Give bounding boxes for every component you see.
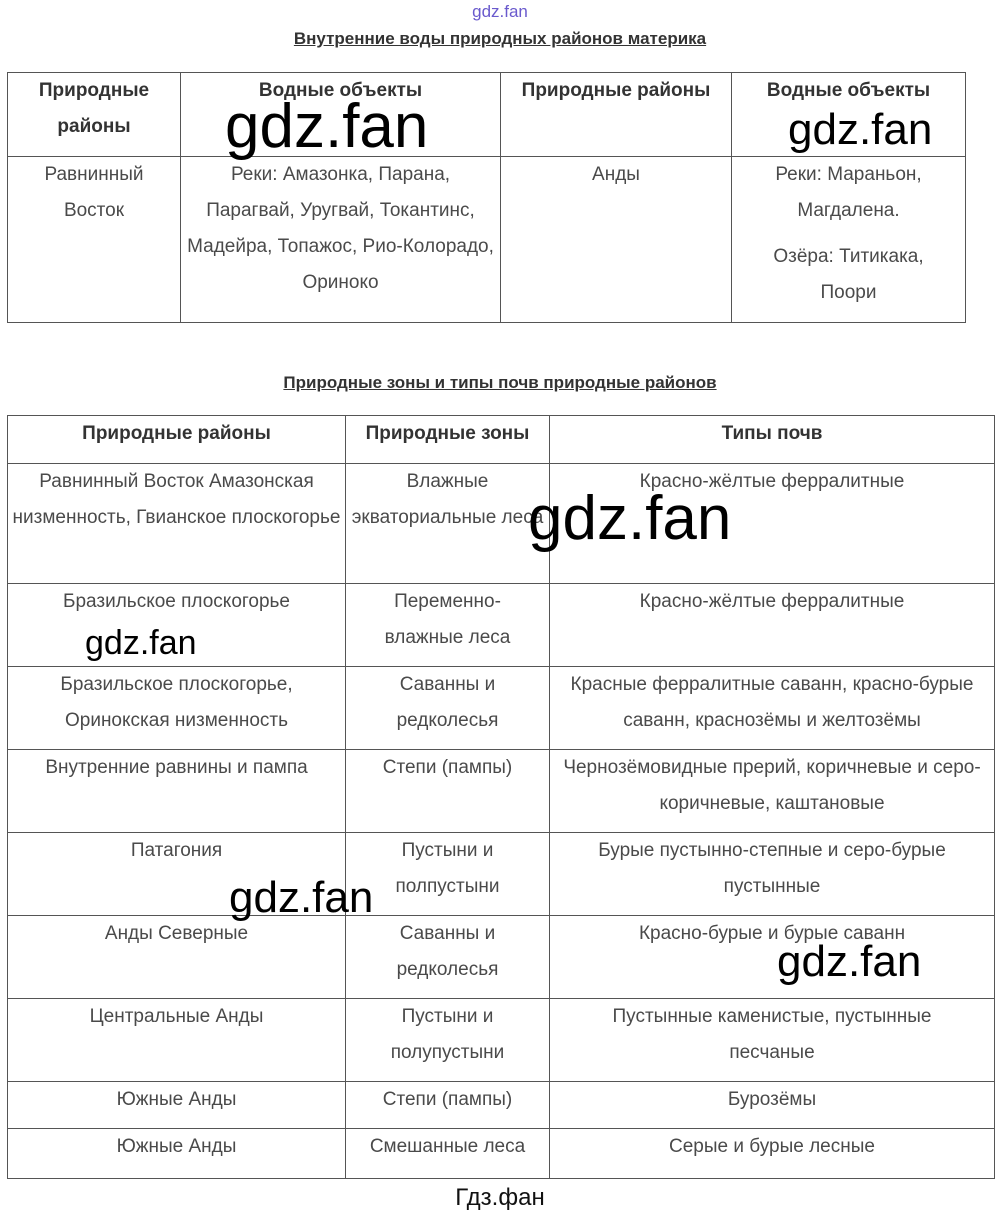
footer: Гдз.фан (455, 1184, 545, 1211)
cell-soil: Красно-жёлтые ферралитные (549, 583, 995, 667)
cell-region: Патагония (7, 832, 346, 916)
cell-soil: Бурозёмы (549, 1081, 995, 1129)
inland-waters-table: Природные районы Водные объекты Природны… (7, 72, 966, 323)
cell-region: Центральные Анды (7, 998, 346, 1082)
zones-soils-table: Природные районы Природные зоны Типы поч… (7, 415, 995, 1179)
cell-zone: Переменно-влажные леса (345, 583, 550, 667)
cell-region: Равнинный Восток Амазонская низменность,… (7, 463, 346, 584)
cell-region-2: Анды (500, 156, 732, 323)
cell-region: Бразильское плоскогорье, Оринокская низм… (7, 666, 346, 750)
cell-zone: Пустыни и полупустыни (345, 998, 550, 1082)
header-regions-2: Природные районы (500, 72, 732, 157)
table-row: Южные Анды Смешанные леса Серые и бурые ле… (7, 1128, 995, 1179)
table-row: Анды Северные Саванны и редколесья Красно-… (7, 915, 995, 999)
cell-soil: Красно-бурые и бурые саванн (549, 915, 995, 999)
table-row: Бразильское плоскогорье, Оринокская низм… (7, 666, 995, 750)
table-row: Бразильское плоскогорье Переменно-влажные… (7, 583, 995, 667)
watermark: gdz.fan (777, 937, 922, 986)
cell-water-2: Реки: Мараньон, Магдалена. Озёра: Титика… (731, 156, 966, 323)
cell-zone: Саванны и редколесья (345, 666, 550, 750)
cell-region: Равнинный Восток (7, 156, 181, 323)
cell-soil: Чернозёмовидные прерий, коричневые и сер… (549, 749, 995, 833)
cell-region: Внутренние равнины и пампа (7, 749, 346, 833)
cell-region: Анды Северные (7, 915, 346, 999)
watermark: gdz.fan (225, 92, 429, 161)
header-water: Водные объекты (180, 72, 501, 157)
cell-zone: Смешанные леса (345, 1128, 550, 1179)
table-row: Патагония Пустыни и полпустыни Бурые пусты… (7, 832, 995, 916)
watermark-top: gdz.fan (472, 2, 528, 21)
cell-water: Реки: Амазонка, Парана, Парагвай, Уругва… (180, 156, 501, 323)
table-row: Центральные Анды Пустыни и полупустыни Пус… (7, 998, 995, 1082)
cell-zone: Степи (пампы) (345, 1081, 550, 1129)
cell-zone: Степи (пампы) (345, 749, 550, 833)
table-row: Равнинный Восток Реки: Амазонка, Парана,… (7, 156, 966, 323)
cell-soil: Бурые пустынно-степные и серо-бурые пуст… (549, 832, 995, 916)
cell-soil: Красные ферралитные саванн, красно-бурые… (549, 666, 995, 750)
watermark: gdz.fan (85, 624, 197, 662)
cell-zone: Влажные экваториальные леса (345, 463, 550, 584)
cell-soil: Пустынные каменистые, пустынные песчаные (549, 998, 995, 1082)
table-row: Южные Анды Степи (пампы) Бурозёмы (7, 1081, 995, 1129)
cell-soil: Серые и бурые лесные (549, 1128, 995, 1179)
header-regions: Природные районы (7, 72, 181, 157)
rivers-text: Реки: Мараньон, Магдалена. (775, 164, 922, 221)
cell-zone: Пустыни и полпустыни (345, 832, 550, 916)
cell-soil: Красно-жёлтые ферралитные (549, 463, 995, 584)
cell-zone: Саванны и редколесья (345, 915, 550, 999)
header-zones: Природные зоны (345, 415, 550, 464)
header-water-2: Водные объекты (731, 72, 966, 157)
lakes-text: Озёра: Титикака, Поори (773, 246, 924, 303)
header-soils: Типы почв (549, 415, 995, 464)
table-row: Равнинный Восток Амазонская низменность,… (7, 463, 995, 584)
watermark: gdz.fan (788, 105, 933, 154)
table2-title: Природные зоны и типы почв природные рай… (283, 373, 717, 392)
watermark: gdz.fan (528, 484, 732, 553)
watermark: gdz.fan (229, 873, 374, 922)
header-regions: Природные районы (7, 415, 346, 464)
table-row: Внутренние равнины и пампа Степи (пампы) Ч… (7, 749, 995, 833)
cell-region: Южные Анды (7, 1081, 346, 1129)
table1-title: Внутренние воды природных районов матери… (293, 29, 707, 48)
cell-region: Южные Анды (7, 1128, 346, 1179)
